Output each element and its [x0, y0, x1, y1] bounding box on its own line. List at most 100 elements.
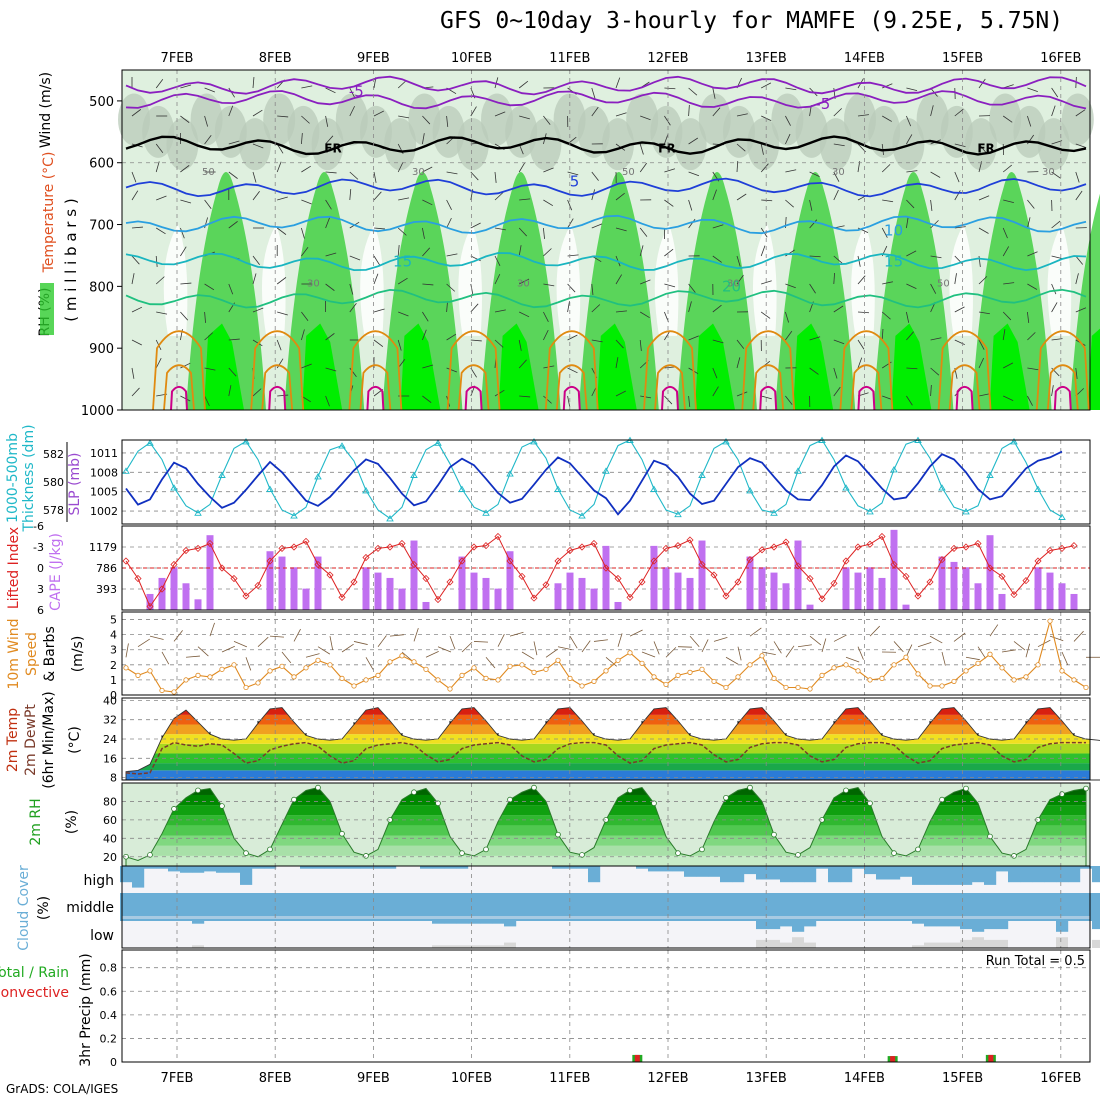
thickness-point — [266, 485, 274, 492]
wind-frame — [121, 611, 1091, 696]
cloud-bar-middle — [816, 893, 829, 921]
rh-shade-upper — [965, 118, 997, 171]
cloud-bar-high — [960, 866, 973, 885]
cloud-bar-middle — [120, 893, 133, 921]
wind-speed-point — [555, 657, 561, 663]
lifted-index-point — [986, 564, 994, 572]
lifted-index-point — [902, 572, 910, 580]
wind-barb — [1002, 329, 1006, 341]
wind-barb — [494, 192, 504, 201]
wind-speed-point — [219, 666, 225, 672]
surface-wind-barb — [341, 643, 354, 653]
wind-speed-point — [435, 677, 441, 683]
rh2m-point — [651, 800, 657, 807]
lifted-index-point — [530, 594, 538, 602]
precip-tick-label: 0.4 — [100, 1009, 118, 1022]
rh-plume-core — [204, 323, 244, 410]
wind-speed-point — [711, 678, 717, 685]
wind-barb — [615, 339, 624, 349]
cloud-bar-middle — [1080, 893, 1093, 921]
wind-barb — [519, 198, 531, 201]
cloud-bar-high — [204, 866, 217, 872]
lifted-index-point — [734, 578, 742, 586]
rh-dry-pocket — [949, 224, 973, 336]
temp-units-label: (°C) — [67, 726, 83, 754]
rh2m-point — [507, 796, 513, 803]
surface-wind-barb — [953, 632, 966, 642]
thickness-point — [1058, 513, 1066, 520]
cloud-bar-middle — [528, 893, 541, 921]
wind-barb — [204, 311, 206, 323]
wind-barb — [373, 227, 385, 230]
cloud-bar-middle — [864, 893, 877, 921]
wind-barb — [1002, 164, 1013, 173]
wind-barb — [809, 255, 821, 258]
wind-barb — [785, 199, 794, 208]
temp-band — [126, 763, 1090, 771]
wind-speed-point — [147, 668, 153, 674]
wind-speed-point — [531, 669, 537, 675]
wind-barb — [276, 358, 284, 369]
rh-plume-core — [400, 323, 441, 410]
wind-speed-point — [615, 657, 621, 663]
cape-bar — [986, 535, 994, 610]
surface-wind-barb — [857, 646, 864, 660]
surface-wind-barb — [149, 635, 164, 640]
wind-speed-point — [1059, 668, 1065, 674]
wind-barb — [252, 109, 263, 117]
cloud-bar-high — [636, 866, 649, 869]
wind-barb — [1002, 246, 1010, 257]
wind-barb — [422, 199, 433, 206]
wind-speed-point — [783, 684, 789, 691]
surface-wind-barb — [833, 634, 847, 642]
wind-barb — [422, 329, 427, 341]
slp-tick-label: 1002 — [90, 505, 118, 518]
wind-barb — [543, 395, 552, 404]
surface-wind-barb — [569, 635, 578, 649]
isotherm-label: 15 — [393, 253, 412, 271]
rh-dry-pocket — [360, 224, 384, 336]
thickness-point — [458, 485, 466, 492]
wind-barb — [809, 199, 813, 211]
wind-barb — [228, 367, 237, 377]
surface-wind-barb — [293, 628, 301, 642]
wind-speed-point — [975, 660, 981, 666]
thickness-point — [674, 510, 682, 518]
precip-tick-label: 0.8 — [100, 962, 118, 975]
thickness-line — [125, 439, 1063, 520]
rh-plume — [775, 172, 856, 410]
thickness-point — [650, 485, 658, 492]
wind-barb — [688, 137, 699, 145]
wind-barb — [373, 171, 377, 183]
cloud-bar-low — [960, 921, 973, 930]
isotherm-warm — [741, 330, 796, 411]
cloud-bar-high — [1032, 866, 1045, 883]
wind-barb — [446, 253, 458, 257]
cloud-bar-low — [804, 921, 817, 927]
wind-barb — [881, 227, 888, 238]
wind-barb — [131, 339, 142, 346]
bottom-date-label: 13FEB — [746, 1071, 787, 1086]
wind-barb — [446, 171, 458, 175]
wind-barb — [252, 307, 264, 313]
rh2m-point — [1059, 791, 1065, 797]
wind-barb — [1075, 255, 1084, 265]
wind-barb — [640, 115, 651, 121]
wind-barb — [276, 227, 287, 235]
wind-speed-point — [759, 653, 765, 659]
thickness-point — [842, 484, 850, 491]
wind-label: Wind (m/s) — [38, 72, 54, 148]
cape-bar — [770, 572, 778, 610]
wind-barb — [156, 195, 167, 201]
lifted-index-point — [686, 536, 694, 544]
wind-speed-point — [771, 675, 777, 682]
surface-wind-barb — [473, 641, 489, 643]
thickness-point — [506, 470, 514, 477]
wind-speed-point — [255, 680, 261, 686]
top-date-label: 16FEB — [1040, 51, 1081, 66]
surface-wind-barb — [221, 645, 235, 653]
cloud-bar-low — [468, 921, 481, 924]
wind-speed-point — [927, 683, 933, 689]
lifted-index-point — [470, 543, 478, 551]
wind-barb — [1027, 332, 1036, 341]
